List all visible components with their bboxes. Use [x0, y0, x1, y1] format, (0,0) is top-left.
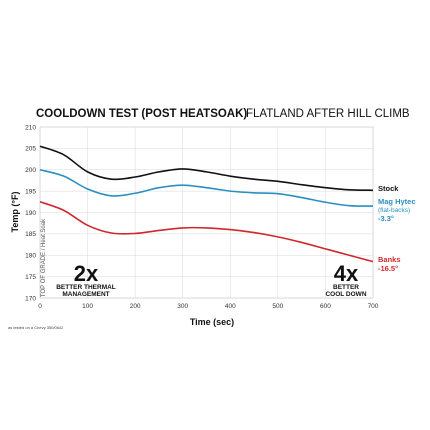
x-axis-title: Time (sec) — [190, 317, 234, 327]
y-axis-title: Temp (°F) — [10, 192, 20, 233]
series-line-mag-hytec — [39, 168, 374, 207]
x-ticks: 0 100 200 300 400 500 600 700 — [38, 303, 379, 310]
annotation-4x-line2: COOL DOWN — [325, 291, 366, 298]
y-tick-label: 175 — [25, 274, 36, 281]
x-tick-label: 700 — [368, 303, 379, 310]
footnote: as tested on a Chevy 350/0642 — [8, 325, 64, 330]
x-tick-label: 200 — [130, 303, 141, 310]
y-tick-label: 190 — [25, 210, 36, 217]
annotation-4x-line1: BETTER — [333, 284, 359, 291]
chart-title-bold: COOLDOWN TEST (POST HEATSOAK) — [36, 108, 247, 120]
x-tick-label: 0 — [38, 303, 42, 310]
grid — [39, 126, 374, 299]
chart-title-light: FLATLAND AFTER HILL CLIMB — [246, 108, 410, 120]
series-line-banks — [39, 201, 374, 263]
y-tick-label: 205 — [25, 146, 36, 153]
series-sublabel-mag-hytec: (flat-backs) — [378, 207, 410, 214]
series-line-stock — [39, 145, 374, 192]
x-tick-label: 500 — [272, 303, 283, 310]
y-tick-label: 185 — [25, 231, 36, 238]
x-tick-label: 400 — [225, 303, 236, 310]
series-lines — [39, 145, 374, 263]
series-delta-banks: -16.5° — [378, 264, 398, 273]
annotation-2x-big: 2x — [74, 261, 99, 286]
annotation-2x-line1: BETTER THERMAL — [56, 284, 116, 291]
series-delta-mag-hytec: -3.3° — [378, 214, 394, 223]
x-tick-label: 600 — [320, 303, 331, 310]
sidebar-label: TOP OF GRADE / Heat Soak — [41, 218, 47, 297]
series-label-mag-hytec: Mag Hytec — [378, 197, 416, 206]
y-tick-label: 210 — [25, 124, 36, 131]
annotation-4x-big: 4x — [334, 261, 359, 286]
y-tick-label: 170 — [25, 295, 36, 302]
annotation-2x-line2: MANAGEMENT — [62, 291, 109, 298]
series-label-banks: Banks — [378, 255, 401, 264]
y-tick-label: 200 — [25, 167, 36, 174]
y-tick-label: 195 — [25, 188, 36, 195]
x-tick-label: 300 — [177, 303, 188, 310]
x-tick-label: 100 — [82, 303, 93, 310]
y-ticks: 170 175 180 185 190 195 200 205 210 — [25, 124, 36, 302]
y-tick-label: 180 — [25, 253, 36, 260]
series-label-stock: Stock — [378, 184, 399, 193]
